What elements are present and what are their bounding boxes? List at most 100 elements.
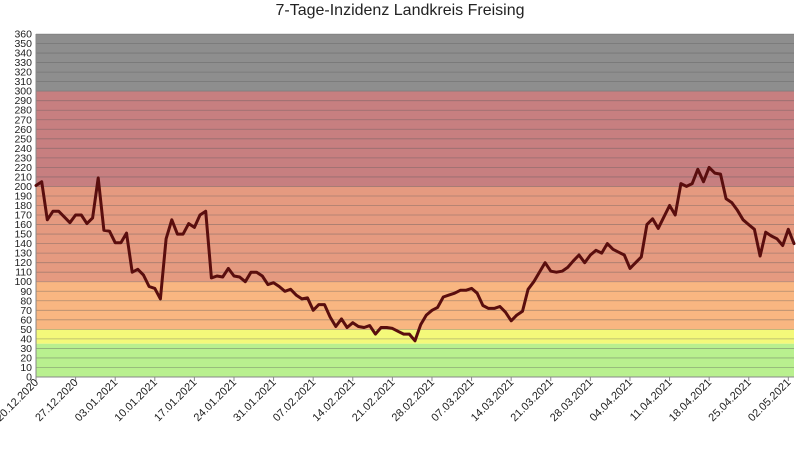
data-point — [289, 288, 292, 291]
data-point — [498, 305, 502, 308]
y-tick-label: 10 — [20, 362, 32, 374]
y-tick-label: 210 — [14, 171, 32, 183]
y-tick-label: 300 — [14, 86, 32, 98]
y-tick-label: 290 — [14, 95, 32, 107]
data-point — [696, 168, 700, 171]
data-point — [300, 297, 304, 301]
data-point — [481, 304, 485, 307]
band-200-300 — [36, 91, 794, 187]
data-point — [492, 307, 496, 310]
data-point — [362, 326, 366, 329]
data-point — [476, 291, 479, 295]
data-point — [215, 274, 219, 278]
data-point — [379, 326, 383, 329]
y-tick-label: 310 — [14, 76, 32, 88]
data-point — [181, 232, 185, 236]
y-tick-label: 220 — [14, 162, 32, 174]
data-point — [283, 290, 287, 293]
data-point — [374, 332, 377, 336]
data-point — [521, 310, 524, 313]
y-tick-label: 320 — [14, 67, 32, 79]
y-tick-label: 50 — [20, 324, 32, 336]
data-point — [504, 311, 507, 314]
y-tick-label: 180 — [14, 200, 32, 212]
data-point — [747, 223, 750, 226]
data-point — [63, 215, 66, 219]
data-point — [515, 313, 519, 317]
data-point — [560, 270, 564, 273]
y-tick-label: 20 — [20, 352, 32, 364]
data-point — [159, 297, 162, 301]
data-point — [176, 232, 179, 236]
y-tick-label: 240 — [14, 143, 32, 155]
band-300-360 — [36, 34, 794, 92]
data-point — [227, 267, 230, 270]
data-point — [34, 184, 38, 187]
data-point — [764, 230, 767, 234]
data-point — [634, 261, 637, 264]
data-point — [80, 213, 83, 217]
data-point — [600, 251, 603, 255]
y-tick-label: 170 — [14, 210, 32, 222]
data-point — [244, 280, 247, 283]
data-point — [713, 171, 717, 175]
data-point — [221, 275, 224, 279]
data-point — [408, 332, 411, 336]
data-point — [577, 253, 581, 257]
data-point — [419, 323, 422, 326]
data-point — [97, 176, 100, 180]
data-point — [142, 273, 145, 277]
data-point — [425, 313, 428, 317]
data-point — [464, 289, 468, 292]
data-point — [413, 339, 417, 342]
data-point — [442, 295, 445, 299]
data-point — [662, 215, 666, 219]
y-tick-label: 140 — [14, 238, 32, 250]
data-point — [164, 237, 168, 241]
data-point — [447, 293, 451, 297]
y-tick-label: 100 — [14, 276, 32, 288]
data-point — [623, 253, 626, 257]
y-tick-label: 40 — [20, 333, 32, 345]
data-point — [311, 309, 315, 312]
data-point — [255, 270, 258, 274]
data-point — [645, 223, 649, 226]
data-point — [555, 270, 558, 274]
data-point — [68, 221, 72, 224]
data-point — [436, 306, 439, 309]
data-point — [340, 317, 343, 321]
data-point — [606, 242, 609, 245]
data-point — [758, 254, 762, 258]
data-point — [775, 237, 779, 241]
data-point — [651, 217, 654, 221]
data-point — [323, 303, 326, 306]
data-point — [736, 209, 739, 212]
data-point — [108, 230, 111, 233]
y-tick-label: 90 — [20, 286, 32, 298]
data-point — [357, 325, 360, 328]
data-point — [368, 324, 371, 327]
y-tick-label: 60 — [20, 314, 32, 326]
x-tick-label: 04.04.2021 — [588, 377, 635, 424]
data-point — [657, 227, 660, 230]
data-point — [46, 218, 49, 221]
data-point — [130, 270, 134, 274]
data-point — [198, 213, 202, 217]
data-point — [724, 197, 728, 201]
data-point — [385, 326, 388, 329]
data-point — [396, 330, 400, 333]
data-point — [238, 275, 241, 279]
data-point — [611, 248, 615, 251]
y-tick-label: 70 — [20, 305, 32, 317]
y-tick-label: 230 — [14, 152, 32, 164]
y-tick-label: 350 — [14, 38, 32, 50]
data-point — [170, 218, 173, 221]
data-point — [685, 185, 688, 188]
y-tick-label: 340 — [14, 48, 32, 60]
data-point — [679, 182, 683, 185]
data-point — [532, 280, 535, 283]
data-point — [538, 270, 541, 274]
band-50-100 — [36, 281, 794, 330]
data-point — [707, 166, 711, 169]
data-point — [690, 182, 694, 185]
